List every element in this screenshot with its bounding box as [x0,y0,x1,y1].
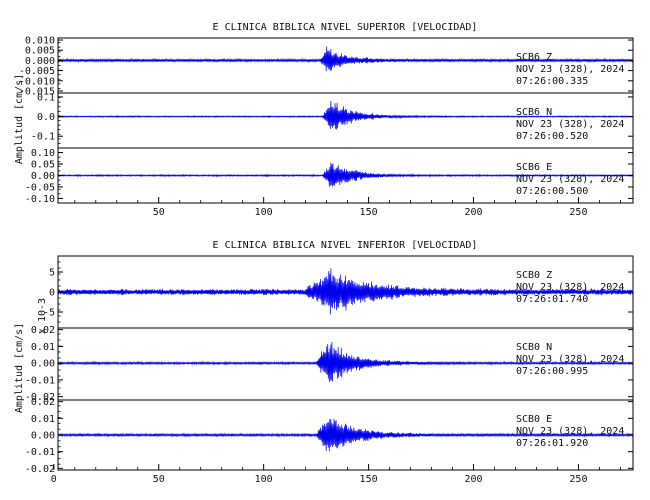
x-tick-label: 150 [360,207,378,218]
y-tick-label: -0.01 [25,447,55,458]
y-tick-label: 5 [49,268,55,279]
station-label: SCB6 E [516,162,552,173]
y-axis-label-superior: Amplitud [cm/s] [14,74,25,164]
date-label: NOV 23 (328), 2024 [516,282,624,293]
y-tick-label: -0.005 [19,66,55,77]
x-tick-label: 250 [569,207,587,218]
x-axis-superior: 50 100 150 200 250 [74,197,621,218]
station-label: SCB0 N [516,342,552,353]
y-axis-label-inferior: Amplitud [cm/s] [14,323,25,413]
chart-title-inferior: E CLINICA BIBLICA NIVEL INFERIOR [VELOCI… [213,240,478,251]
trace-line [57,418,634,452]
y-tick-label: 0.10 [31,148,55,159]
station-label: SCB6 N [516,107,552,118]
time-label: 07:26:01.740 [516,294,588,305]
station-label: SCB0 Z [516,270,552,281]
chart-inferior: E CLINICA BIBLICA NIVEL INFERIOR [VELOCI… [14,240,634,485]
scale-label: x 10-3 [37,298,48,334]
y-tick-label: -0.01 [25,375,55,386]
y-tick-label: 0.010 [25,36,55,47]
trace-line [57,162,634,187]
x-tick-label: 50 [153,474,165,485]
y-tick-label: 0.005 [25,46,55,57]
y-tick-label: -0.02 [25,392,55,403]
y-tick-label: -0.1 [31,132,55,143]
time-label: 07:26:00.995 [516,366,588,377]
station-label: SCB0 E [516,414,552,425]
y-tick-label: 0.01 [31,414,55,425]
date-label: NOV 23 (328), 2024 [516,426,624,437]
y-tick-label: 0.02 [31,397,55,408]
y-tick-label: -0.02 [25,464,55,475]
chart-title-superior: E CLINICA BIBLICA NIVEL SUPERIOR [VELOCI… [213,22,478,33]
trace-line [57,268,634,315]
time-label: 07:26:00.500 [516,186,588,197]
x-tick-label: 50 [153,207,165,218]
x-axis-inferior: 0 50 100 150 200 250 [51,464,621,485]
date-label: NOV 23 (328), 2024 [516,354,624,365]
x-tick-label: 150 [360,474,378,485]
y-tick-label: 0.1 [37,92,55,103]
time-label: 07:26:00.335 [516,76,588,87]
x-tick-label: 0 [51,474,57,485]
chart-superior: E CLINICA BIBLICA NIVEL SUPERIOR [VELOCI… [14,22,634,218]
y-tick-label: 0.000 [25,56,55,67]
y-tick-label: 0 [49,288,55,299]
x-tick-label: 200 [464,207,482,218]
x-tick-label: 100 [255,207,273,218]
date-label: NOV 23 (328), 2024 [516,119,624,130]
y-tick-label: -0.10 [25,194,55,205]
x-tick-label: 250 [569,474,587,485]
time-label: 07:26:01.920 [516,438,588,449]
y-tick-label: -0.015 [19,86,55,97]
y-tick-label: 0.00 [31,431,55,442]
trace-line [57,100,634,130]
y-tick-label: 0.05 [31,160,55,171]
x-tick-label: 200 [464,474,482,485]
y-tick-label: -0.05 [25,182,55,193]
y-tick-label: 0.0 [37,112,55,123]
x-tick-label: 100 [255,474,273,485]
y-tick-label: 0.02 [31,325,55,336]
trace-line [57,341,634,383]
y-tick-label: 0.00 [31,171,55,182]
date-label: NOV 23 (328), 2024 [516,64,624,75]
station-label: SCB6 Z [516,52,552,63]
time-label: 07:26:00.520 [516,131,588,142]
trace-line [57,46,634,72]
y-tick-label: 0.01 [31,342,55,353]
y-tick-label: -5 [43,308,55,319]
y-tick-label: -0.010 [19,76,55,87]
y-tick-label: 0.00 [31,359,55,370]
date-label: NOV 23 (328), 2024 [516,174,624,185]
